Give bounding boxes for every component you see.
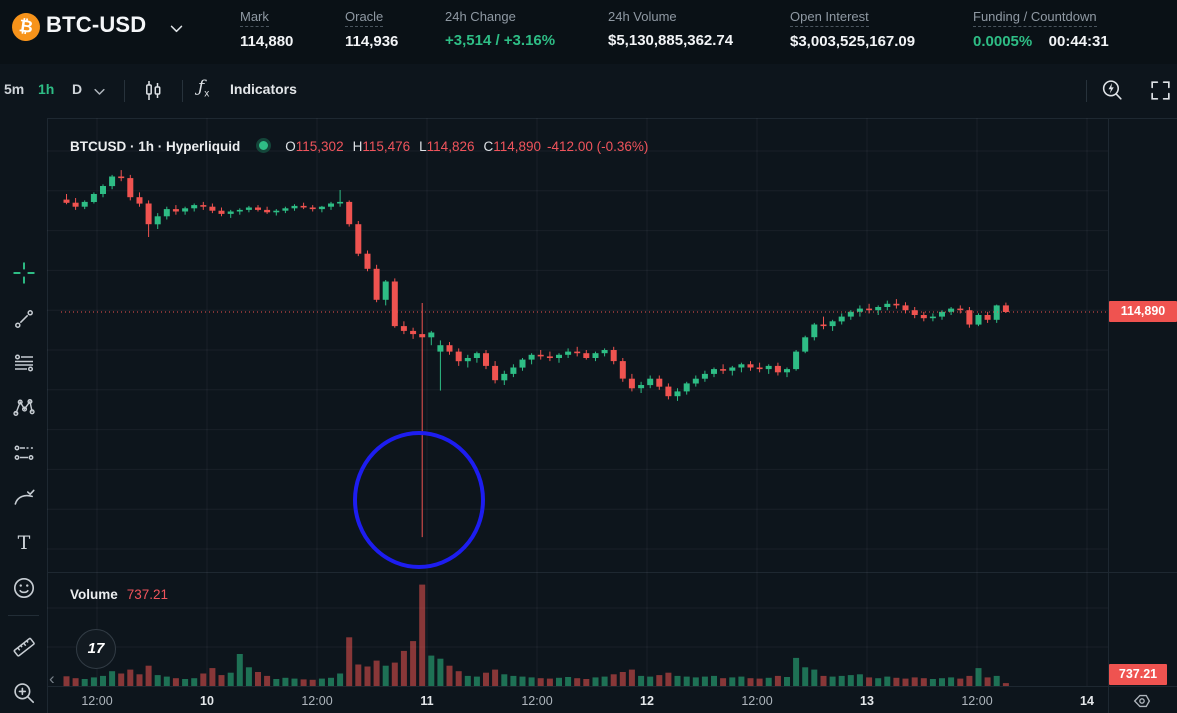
- price-axis-border: [1108, 118, 1109, 713]
- stat-label: Mark: [240, 9, 269, 27]
- measure-ruler-tool[interactable]: [9, 632, 39, 662]
- drawing-tool-rail: T: [0, 118, 48, 713]
- stat-oracle: Oracle 114,936: [345, 8, 398, 50]
- chevron-down-icon[interactable]: [168, 20, 185, 37]
- tradingview-logo[interactable]: 17: [76, 629, 116, 669]
- divider: [182, 80, 183, 102]
- funding-rate: 0.0005%: [973, 33, 1033, 50]
- settings-gear-icon[interactable]: [1132, 691, 1152, 711]
- volume-value: 737.21: [126, 587, 169, 602]
- timeframe-1h[interactable]: 1h: [38, 81, 55, 97]
- stat-open-interest: Open Interest $3,003,525,167.09: [790, 8, 915, 50]
- fib-retracement-tool[interactable]: [9, 348, 39, 378]
- flash-search-icon[interactable]: [1100, 78, 1125, 103]
- text-tool[interactable]: T: [17, 532, 31, 554]
- volume-label: Volume: [70, 587, 118, 602]
- function-icon[interactable]: ƒx: [198, 77, 210, 100]
- stat-24h-change: 24h Change +3,514 / +3.16%: [445, 8, 555, 49]
- stat-value: +3,514 / +3.16%: [445, 32, 556, 49]
- status-dot: [256, 138, 272, 153]
- candle-style-icon[interactable]: [140, 78, 166, 104]
- time-tick: 13: [860, 694, 874, 708]
- projection-tool[interactable]: [9, 438, 39, 468]
- stat-value: 114,936: [345, 33, 399, 50]
- chart-legend: BTCUSD · 1h · Hyperliquid O115,302 H115,47…: [70, 138, 648, 154]
- stat-value: 114,880: [240, 33, 294, 50]
- legend-change: -412.00 (-0.36%): [547, 139, 649, 154]
- price-chart-canvas[interactable]: [47, 118, 1108, 686]
- chevron-down-icon[interactable]: [92, 84, 107, 99]
- volume-legend: Volume 737.21: [70, 587, 168, 602]
- time-tick: 12:00: [301, 694, 333, 708]
- divider: [124, 80, 125, 102]
- stat-label: Oracle: [345, 9, 384, 27]
- time-tick: 12: [640, 694, 654, 708]
- stat-value: $3,003,525,167.09: [790, 33, 916, 50]
- trend-line-tool[interactable]: [9, 304, 39, 334]
- crosshair-tool[interactable]: [9, 258, 39, 288]
- emoji-tool[interactable]: [9, 573, 39, 603]
- time-axis-border: [47, 686, 1177, 687]
- scroll-left-icon[interactable]: ‹: [49, 669, 55, 688]
- stat-funding-countdown: Funding / Countdown 0.0005% 00:44:31: [973, 8, 1109, 51]
- time-tick: 11: [420, 694, 434, 708]
- funding-countdown: 00:44:31: [1048, 33, 1109, 50]
- time-tick: 12:00: [961, 694, 993, 708]
- stat-mark: Mark 114,880: [240, 8, 293, 50]
- btc-icon: ₿: [10, 11, 42, 43]
- last-price-badge: 114,890: [1109, 301, 1177, 323]
- xabcd-pattern-tool[interactable]: [9, 393, 39, 423]
- header: ₿ BTC-USD Mark 114,880 Oracle 114,936 24…: [0, 0, 1177, 64]
- indicators-button[interactable]: Indicators: [230, 81, 297, 97]
- timeframe-5m[interactable]: 5m: [4, 81, 25, 97]
- divider: [8, 615, 39, 616]
- stat-24h-volume: 24h Volume $5,130,885,362.74: [608, 8, 733, 49]
- time-tick: 14: [1080, 694, 1094, 708]
- time-tick: 12:00: [81, 694, 113, 708]
- last-volume-badge: 737.21: [1109, 664, 1167, 685]
- stat-label: 24h Change: [445, 9, 516, 24]
- divider: [1086, 80, 1087, 102]
- symbol-title[interactable]: BTC-USD: [46, 12, 147, 37]
- ohlc-low: L114,826: [419, 139, 475, 154]
- pane-separator: [47, 572, 1177, 573]
- stat-label: Funding / Countdown: [973, 9, 1097, 27]
- ohlc-high: H115,476: [352, 139, 411, 154]
- zoom-in-tool[interactable]: [9, 678, 39, 708]
- ohlc-close: C114,890: [483, 139, 542, 154]
- time-axis[interactable]: 12:00 10 12:00 11 12:00 12 12:00 13 12:00 14: [47, 686, 1177, 713]
- stat-label: Open Interest: [790, 9, 869, 27]
- timeframe-1d[interactable]: D: [72, 81, 83, 97]
- chart-toolbar: 5m 1h D ƒx Indicators: [0, 64, 1177, 119]
- stat-label: 24h Volume: [608, 9, 677, 24]
- stat-value: $5,130,885,362.74: [608, 32, 734, 49]
- legend-title: BTCUSD · 1h · Hyperliquid: [70, 139, 241, 154]
- time-tick: 12:00: [521, 694, 553, 708]
- ohlc-open: O115,302: [285, 139, 344, 154]
- brush-tool[interactable]: [9, 483, 39, 513]
- time-tick: 12:00: [741, 694, 773, 708]
- fullscreen-icon[interactable]: [1148, 78, 1173, 103]
- time-tick: 10: [200, 694, 214, 708]
- price-axis[interactable]: 125,000122,500120,000117,500112,500110,0…: [1108, 118, 1177, 713]
